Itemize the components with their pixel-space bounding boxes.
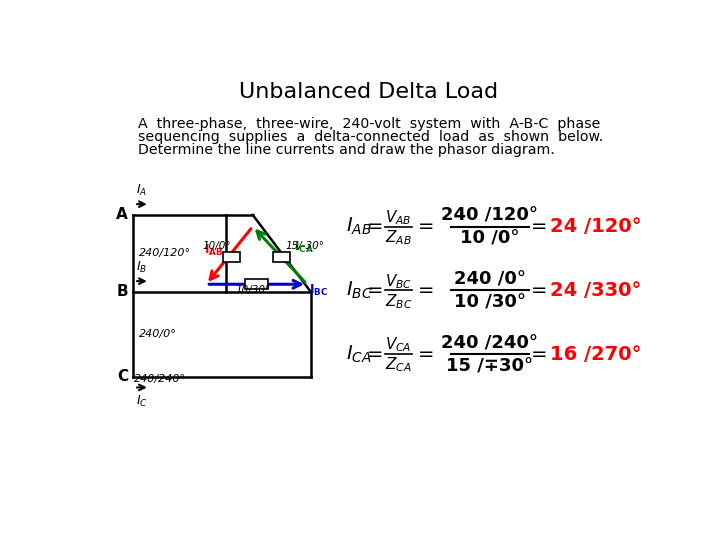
Text: $I_{AB}$: $I_{AB}$	[346, 216, 372, 237]
Text: =: =	[531, 281, 548, 300]
Text: =: =	[531, 217, 548, 236]
Text: =: =	[367, 281, 384, 300]
Text: A  three-phase,  three-wire,  240-volt  system  with  A-B-C  phase: A three-phase, three-wire, 240-volt syst…	[138, 117, 600, 131]
Text: $V_{BC}$: $V_{BC}$	[385, 272, 412, 291]
Text: 10/30°: 10/30°	[235, 285, 271, 295]
Text: 24 /120°: 24 /120°	[550, 217, 642, 236]
Bar	[245, 279, 269, 289]
Text: 10/0°: 10/0°	[203, 241, 231, 251]
Text: 240/240°: 240/240°	[134, 374, 186, 384]
Text: 10 /30°: 10 /30°	[454, 294, 526, 312]
Text: 15 /∓30°: 15 /∓30°	[446, 357, 534, 376]
Text: $\mathbf{I_{BC}}$: $\mathbf{I_{BC}}$	[310, 283, 328, 298]
Text: 240 /0°: 240 /0°	[454, 271, 526, 288]
Text: Unbalanced Delta Load: Unbalanced Delta Load	[240, 82, 498, 102]
Text: =: =	[418, 217, 435, 236]
Text: 16 /270°: 16 /270°	[550, 345, 642, 364]
Text: =: =	[531, 345, 548, 364]
Text: $V_{AB}$: $V_{AB}$	[385, 208, 412, 227]
Text: =: =	[418, 281, 435, 300]
Text: 240/120°: 240/120°	[139, 248, 191, 259]
Text: 240/0°: 240/0°	[139, 329, 176, 339]
Text: $\mathbf{I_{AB}}$: $\mathbf{I_{AB}}$	[204, 243, 223, 258]
Text: $Z_{BC}$: $Z_{BC}$	[384, 292, 413, 310]
Text: $I_{CA}$: $I_{CA}$	[346, 343, 372, 365]
Text: $\mathbf{I_{CA}}$: $\mathbf{I_{CA}}$	[294, 240, 314, 255]
Text: 24 /330°: 24 /330°	[550, 281, 642, 300]
Bar	[222, 252, 240, 261]
Text: =: =	[418, 345, 435, 364]
Text: B: B	[117, 285, 128, 300]
Text: A: A	[116, 207, 128, 222]
Text: C: C	[117, 369, 128, 384]
Text: 15/-30°: 15/-30°	[285, 241, 324, 251]
Text: sequencing  supplies  a  delta-connected  load  as  shown  below.: sequencing supplies a delta-connected lo…	[138, 130, 603, 144]
Text: $I_B$: $I_B$	[136, 260, 148, 275]
Text: $I_A$: $I_A$	[136, 183, 148, 198]
Text: 240 /120°: 240 /120°	[441, 207, 539, 225]
Bar	[273, 252, 290, 261]
Text: $Z_{CA}$: $Z_{CA}$	[385, 356, 412, 374]
Text: Determine the line currents and draw the phasor diagram.: Determine the line currents and draw the…	[138, 143, 555, 157]
Text: 10 /0°: 10 /0°	[460, 230, 520, 248]
Text: $Z_{AB}$: $Z_{AB}$	[385, 228, 412, 247]
Text: =: =	[367, 345, 384, 364]
Text: 240 /240°: 240 /240°	[441, 335, 539, 353]
Text: $I_{BC}$: $I_{BC}$	[346, 280, 372, 301]
Text: =: =	[367, 217, 384, 236]
Text: $V_{CA}$: $V_{CA}$	[385, 336, 412, 354]
Text: $I_C$: $I_C$	[136, 394, 148, 409]
